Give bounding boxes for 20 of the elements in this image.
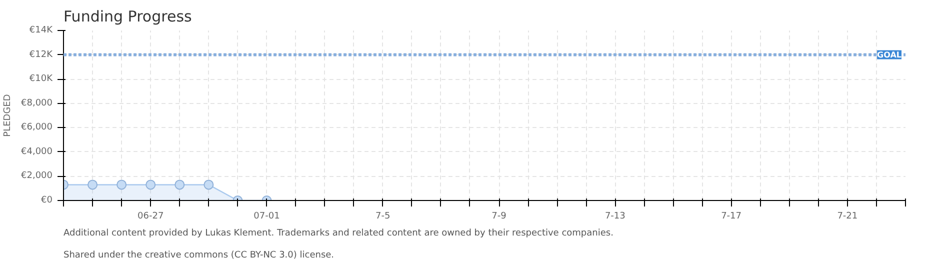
x-tick-label: 06-27 <box>138 212 164 222</box>
y-tick-label: €6,000 <box>21 122 53 133</box>
y-axis-title: PLEDGED <box>3 94 14 137</box>
y-tick-label: €2,000 <box>21 171 53 182</box>
y-tick-label: €8,000 <box>21 98 53 108</box>
y-tick-label: €12K <box>29 50 54 60</box>
x-tick-label: 7-13 <box>604 212 626 222</box>
text: Shared under the creative commons (CC BY-NC 3.0) license. <box>64 250 334 260</box>
x-tick-label: 7-21 <box>837 212 858 222</box>
ref-line-label: GOAL <box>877 50 902 60</box>
text: Additional content provided by Lukas Klement. Trademarks and related content are owned by their respective companies. <box>64 228 614 238</box>
y-tick-label: €0 <box>41 196 53 206</box>
y-tick-label: €4,000 <box>21 146 53 157</box>
chart-title: Funding Progress <box>64 8 192 26</box>
x-tick-label: 7-17 <box>721 212 742 222</box>
y-tick-label: €14K <box>29 26 54 36</box>
x-tick-label: 7-9 <box>492 212 507 222</box>
x-tick-label: 07-01 <box>254 212 280 222</box>
x-tick-label: 7-5 <box>376 212 390 222</box>
y-tick-label: €10K <box>29 74 54 84</box>
